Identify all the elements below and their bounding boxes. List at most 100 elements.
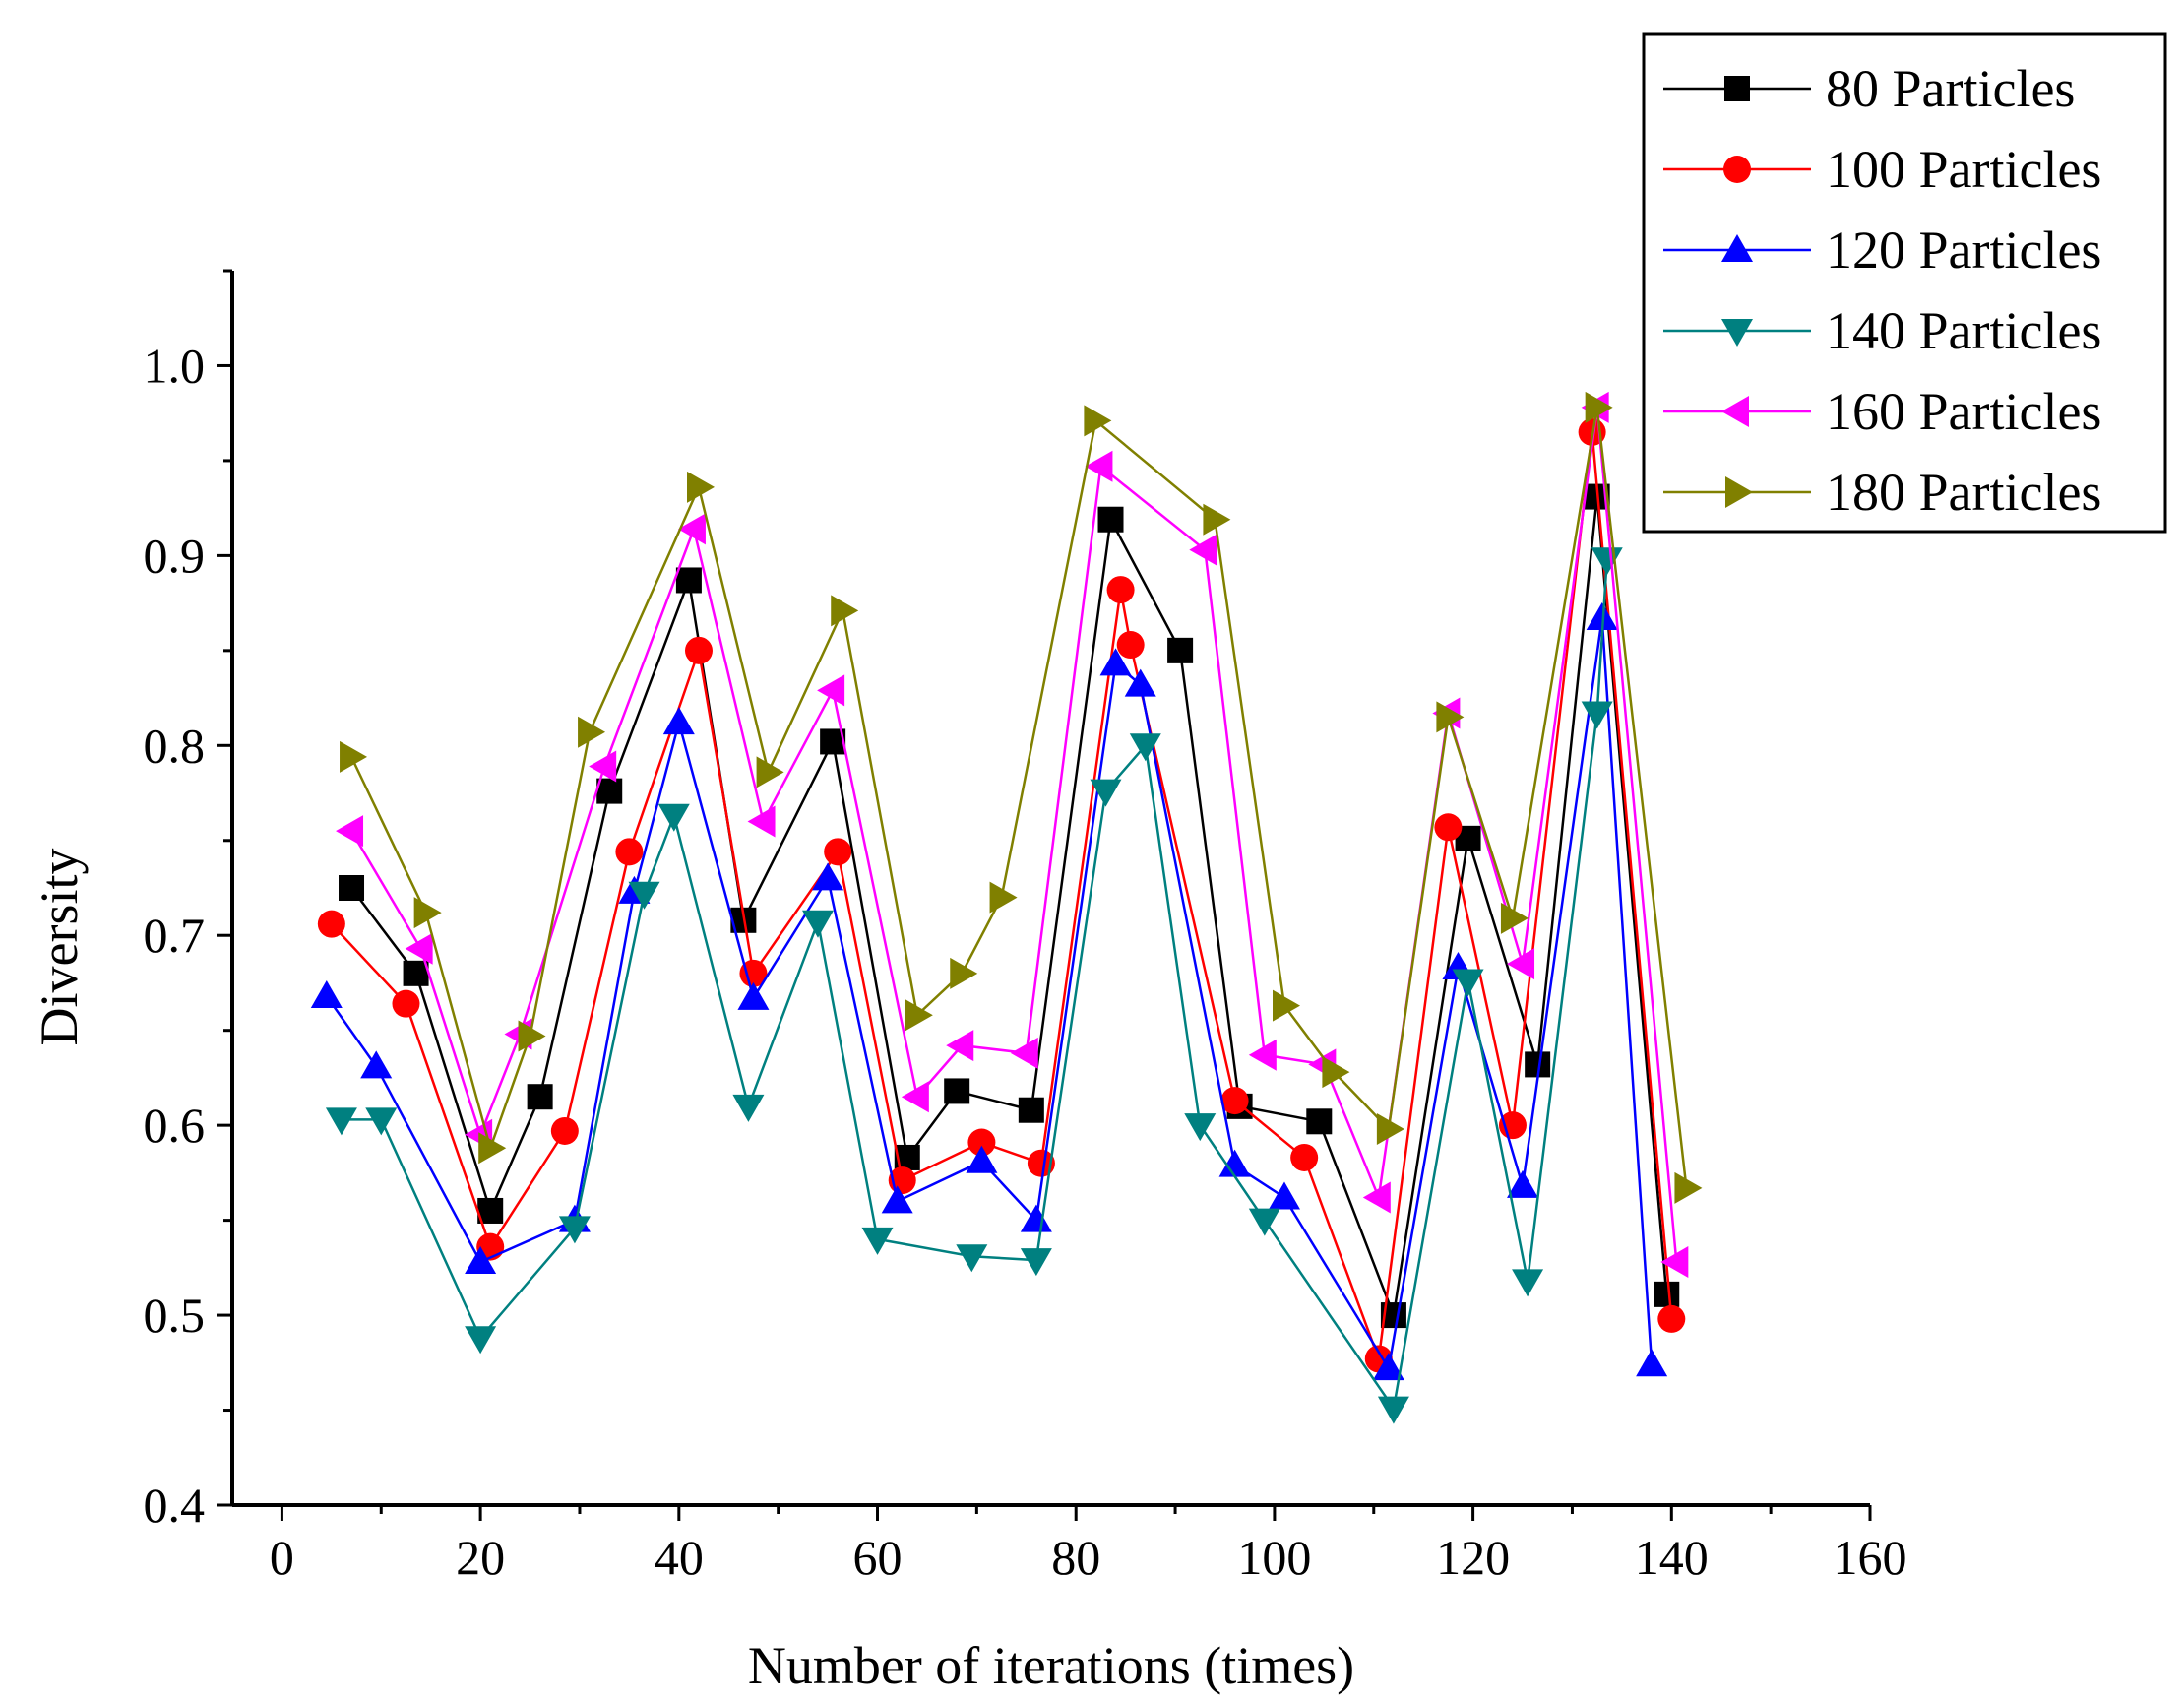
data-point xyxy=(1452,969,1484,997)
data-point xyxy=(465,1246,497,1275)
data-point xyxy=(1507,948,1535,980)
data-point xyxy=(657,803,690,832)
data-point xyxy=(365,1107,398,1136)
data-point xyxy=(1290,1143,1319,1171)
data-point xyxy=(824,838,852,866)
series-line xyxy=(325,617,1654,1372)
data-point xyxy=(1512,1269,1544,1297)
data-point xyxy=(905,999,933,1032)
data-point xyxy=(340,740,368,773)
data-point xyxy=(1586,602,1618,631)
data-point xyxy=(1362,1181,1391,1214)
x-tick-label: 20 xyxy=(456,1530,505,1585)
legend-marker xyxy=(1721,234,1753,262)
data-point xyxy=(686,471,715,503)
data-point xyxy=(944,1078,970,1104)
data-point xyxy=(1010,1037,1038,1069)
data-point xyxy=(1090,779,1122,807)
series-line xyxy=(350,496,1668,1320)
series-140-particles xyxy=(325,547,1623,1424)
data-point xyxy=(1657,1304,1686,1333)
data-point xyxy=(677,513,706,545)
data-point xyxy=(478,1132,507,1165)
x-axis-title: Number of iterations (times) xyxy=(748,1636,1354,1695)
legend-item: 160 Particles xyxy=(1663,382,2101,441)
data-point xyxy=(967,1128,996,1157)
series-100-particles xyxy=(317,417,1686,1373)
data-point xyxy=(747,805,776,838)
data-point xyxy=(1097,506,1124,533)
data-point xyxy=(1306,1108,1333,1135)
data-point xyxy=(966,1145,998,1173)
data-point xyxy=(1020,1204,1052,1232)
data-point xyxy=(1167,637,1194,663)
data-point xyxy=(732,1094,765,1122)
data-point xyxy=(989,881,1018,914)
data-point xyxy=(737,981,770,1010)
y-tick-label: 0.8 xyxy=(144,718,206,773)
data-point xyxy=(1203,503,1231,536)
data-point xyxy=(1124,668,1156,697)
x-tick-label: 60 xyxy=(853,1530,903,1585)
legend-marker xyxy=(1723,156,1751,183)
y-tick-label: 0.5 xyxy=(144,1288,206,1343)
data-point xyxy=(578,716,606,748)
y-tick-label: 1.0 xyxy=(144,338,206,393)
data-point xyxy=(1248,1039,1277,1071)
y-axis-title: Diversity xyxy=(30,849,89,1046)
data-point xyxy=(1027,1149,1055,1177)
data-point xyxy=(1272,989,1300,1022)
data-point xyxy=(684,636,713,664)
legend-items: 80 Particles 100 Particles 120 Particles 14… xyxy=(1663,59,2101,522)
legend-item: 80 Particles xyxy=(1663,59,2075,118)
x-tick-label: 160 xyxy=(1834,1530,1907,1585)
data-point xyxy=(881,1185,913,1214)
legend-label: 160 Particles xyxy=(1826,382,2101,441)
legend-item: 140 Particles xyxy=(1663,301,2101,360)
data-point xyxy=(1106,576,1135,604)
data-point xyxy=(950,957,978,989)
data-point xyxy=(1084,405,1112,437)
data-point xyxy=(317,910,345,938)
legend-marker xyxy=(1724,76,1750,101)
data-point xyxy=(1585,391,1613,423)
data-point xyxy=(1654,1281,1680,1307)
data-point xyxy=(1189,534,1217,566)
legend-item: 180 Particles xyxy=(1663,463,2101,522)
series-120-particles xyxy=(310,602,1668,1381)
data-point xyxy=(1020,1248,1052,1277)
data-point xyxy=(802,910,835,938)
data-point xyxy=(901,1081,929,1113)
data-point xyxy=(1377,1396,1409,1424)
data-point xyxy=(1434,813,1463,842)
data-point xyxy=(589,750,617,783)
data-point xyxy=(831,595,859,627)
series-line xyxy=(341,559,1608,1412)
data-point xyxy=(956,1244,988,1273)
x-tick-label: 120 xyxy=(1436,1530,1510,1585)
data-point xyxy=(360,1050,393,1079)
axes-layer: 0 20 40 60 80 100 120 140 160 0.4 0.5 0.6 0.7 0.8 0.9… xyxy=(30,269,1907,1695)
data-point xyxy=(1591,547,1623,576)
series-180-particles xyxy=(340,391,1703,1204)
series-layer xyxy=(310,391,1703,1424)
x-tick-label: 100 xyxy=(1237,1530,1311,1585)
series-80-particles xyxy=(339,483,1680,1329)
legend-label: 120 Particles xyxy=(1826,220,2101,280)
data-point xyxy=(1184,1113,1217,1142)
legend: 80 Particles 100 Particles 120 Particles 14… xyxy=(1642,32,2167,534)
data-point xyxy=(392,989,420,1018)
data-point xyxy=(861,1227,894,1255)
data-point xyxy=(339,875,365,901)
legend-box xyxy=(1642,32,2167,534)
data-point xyxy=(739,959,768,987)
y-tick-label: 0.9 xyxy=(144,528,206,583)
data-point xyxy=(596,778,623,804)
legend-label: 80 Particles xyxy=(1826,59,2075,118)
data-point xyxy=(1220,1087,1249,1115)
data-point xyxy=(1099,648,1132,676)
data-point xyxy=(946,1030,974,1062)
y-tick-label: 0.7 xyxy=(144,908,206,963)
data-point xyxy=(336,815,364,848)
